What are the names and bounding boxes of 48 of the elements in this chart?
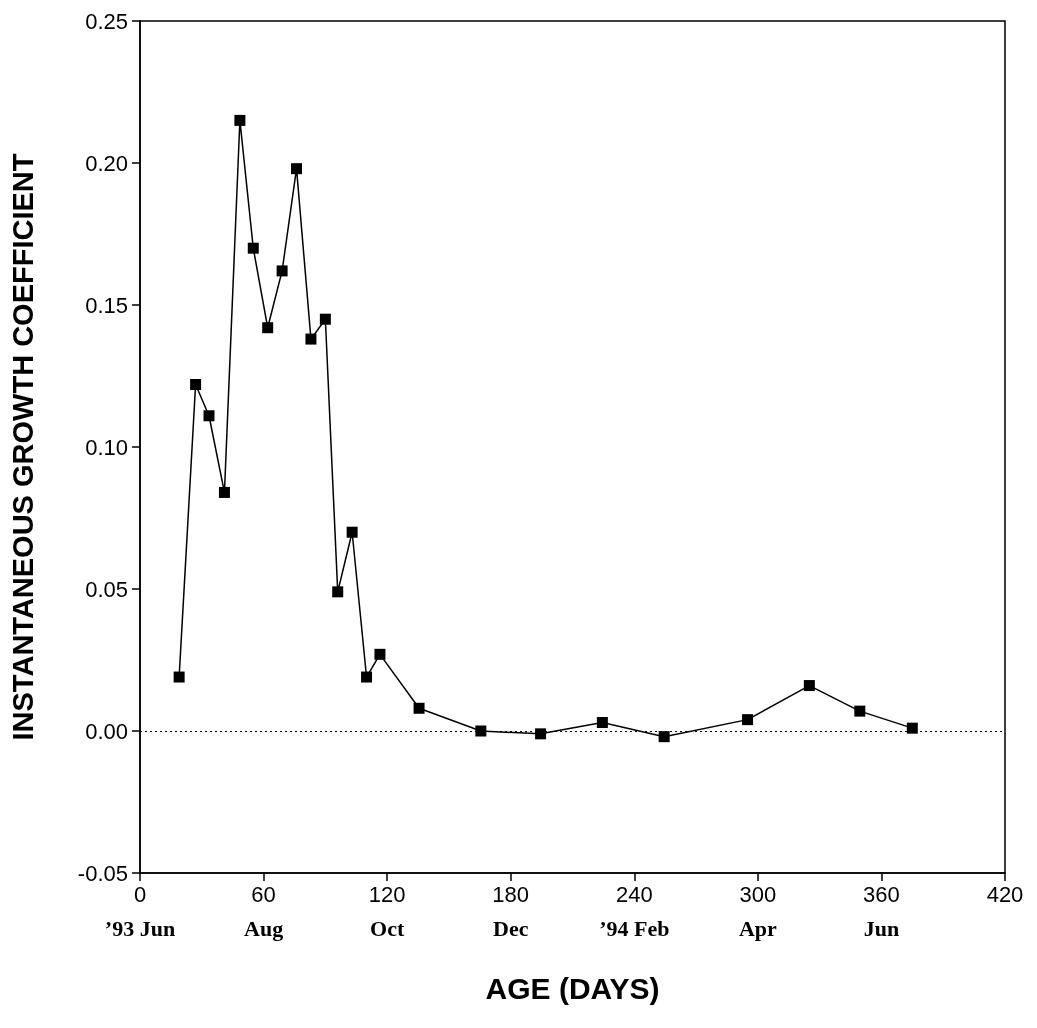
text: ’93 Jun <box>104 915 176 941</box>
x-tick-label: 180 <box>492 881 530 907</box>
point <box>475 725 487 737</box>
point <box>596 716 608 728</box>
text: ’94 Feb <box>599 915 670 941</box>
point <box>190 379 202 391</box>
y-tick-label: 0.25 <box>85 8 128 34</box>
point <box>291 163 303 175</box>
y-tick-label: -0.05 <box>77 860 128 886</box>
point <box>854 705 866 717</box>
point <box>218 486 230 498</box>
point <box>803 680 815 692</box>
point <box>262 322 274 334</box>
y-tick-label: 0.20 <box>85 150 128 176</box>
point <box>319 313 331 325</box>
x-tick-label: 300 <box>739 881 777 907</box>
point <box>413 702 425 714</box>
point <box>374 648 386 660</box>
x-tick-label: 240 <box>615 881 653 907</box>
text: Apr <box>738 915 778 941</box>
x-tick-label: 0 <box>133 881 147 907</box>
point <box>742 714 754 726</box>
point <box>305 333 317 345</box>
x-tick-label: 420 <box>986 881 1024 907</box>
point <box>658 731 670 743</box>
point <box>203 410 215 422</box>
point <box>276 265 288 277</box>
point <box>361 671 373 683</box>
y-tick-label: 0.15 <box>85 292 128 318</box>
x-tick-label: 360 <box>863 881 900 907</box>
point <box>346 526 358 538</box>
point <box>234 114 246 126</box>
x-tick-label: 60 <box>251 881 276 907</box>
x-axis-title: AGE (DAYS) <box>485 971 660 1005</box>
x-tick-label: 120 <box>368 881 406 907</box>
y-tick-label: 0.10 <box>85 434 128 460</box>
point <box>535 728 547 740</box>
y-tick-label: 0.05 <box>85 576 128 602</box>
point <box>173 671 185 683</box>
text: Oct <box>370 915 405 941</box>
text: Jun <box>863 915 900 941</box>
text: Aug <box>244 915 284 941</box>
point <box>247 242 259 254</box>
text: Dec <box>493 915 529 941</box>
point <box>332 586 344 598</box>
y-tick-label: 0.00 <box>85 718 128 744</box>
y-axis-title: INSTANTANEOUS GROWTH COEFFICIENT <box>6 153 39 741</box>
point <box>906 722 918 734</box>
